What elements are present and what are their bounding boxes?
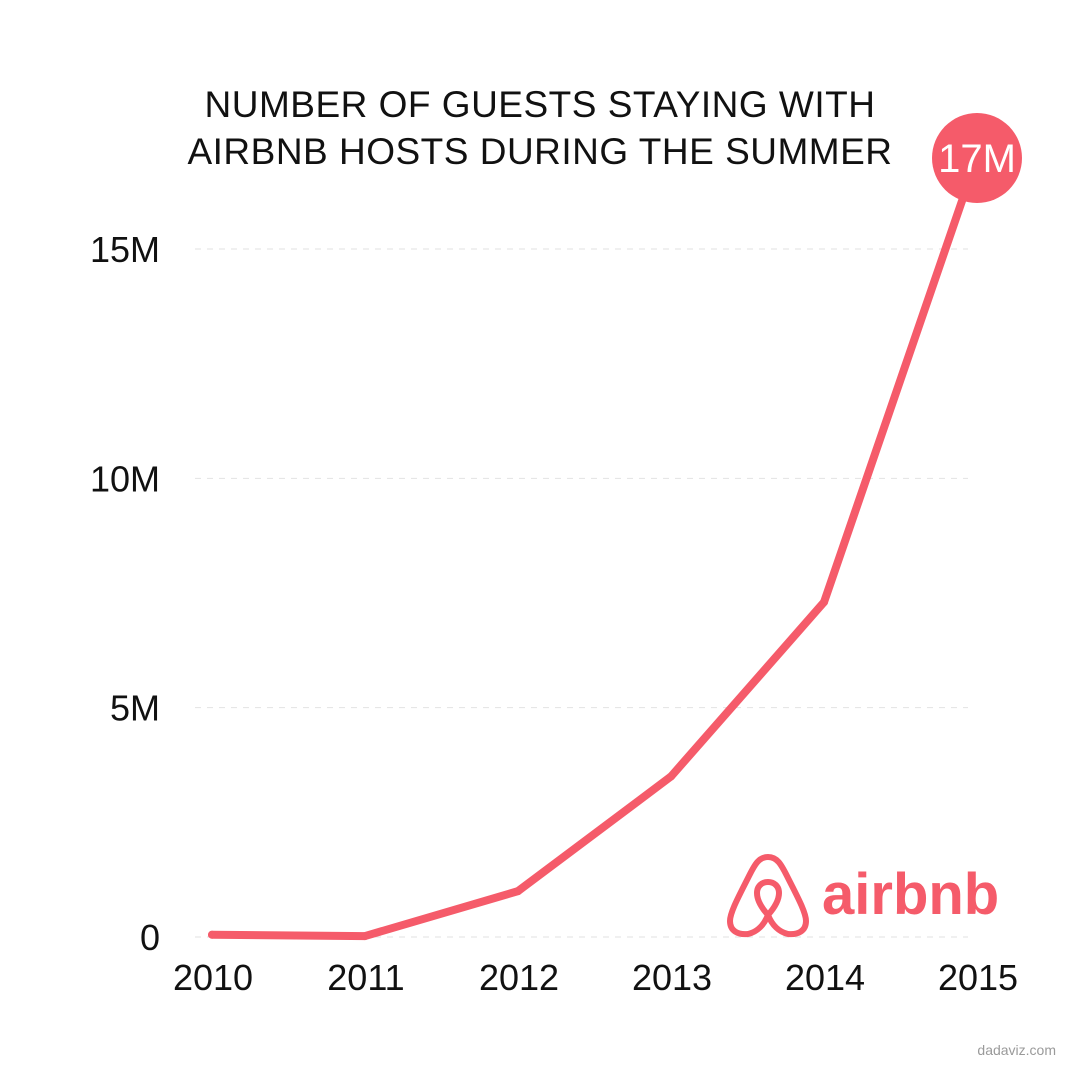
x-axis: 2010 2011 2012 2013 2014 2015 [173,957,1018,998]
y-tick-label: 15M [90,229,160,270]
x-tick-label: 2010 [173,957,253,998]
y-tick-label: 10M [90,458,160,499]
chart-title-line-1: NUMBER OF GUESTS STAYING WITH [204,84,876,125]
data-point [514,887,522,896]
source-watermark: dadaviz.com [977,1042,1056,1058]
y-tick-label: 5M [110,688,160,729]
annotation-label: 17M [938,137,1016,181]
data-point [208,930,216,939]
x-tick-label: 2014 [785,957,865,998]
data-point [820,598,828,607]
x-tick-label: 2011 [327,957,404,998]
chart-title-line-2: AIRBNB HOSTS DURING THE SUMMER [187,131,893,172]
annotation-bubble [932,113,1022,203]
data-point [361,932,369,941]
data-point [667,772,675,781]
x-tick-label: 2015 [938,957,1018,998]
y-axis: 0 5M 10M 15M [90,229,160,958]
airbnb-wordmark: airbnb [822,862,999,927]
series-line [208,153,981,941]
grid-lines [195,248,968,938]
airbnb-logo: airbnb [727,854,999,938]
airbnb-belo-icon [727,854,809,938]
x-tick-label: 2013 [632,957,712,998]
x-tick-label: 2012 [479,957,559,998]
y-tick-label: 0 [140,917,160,958]
